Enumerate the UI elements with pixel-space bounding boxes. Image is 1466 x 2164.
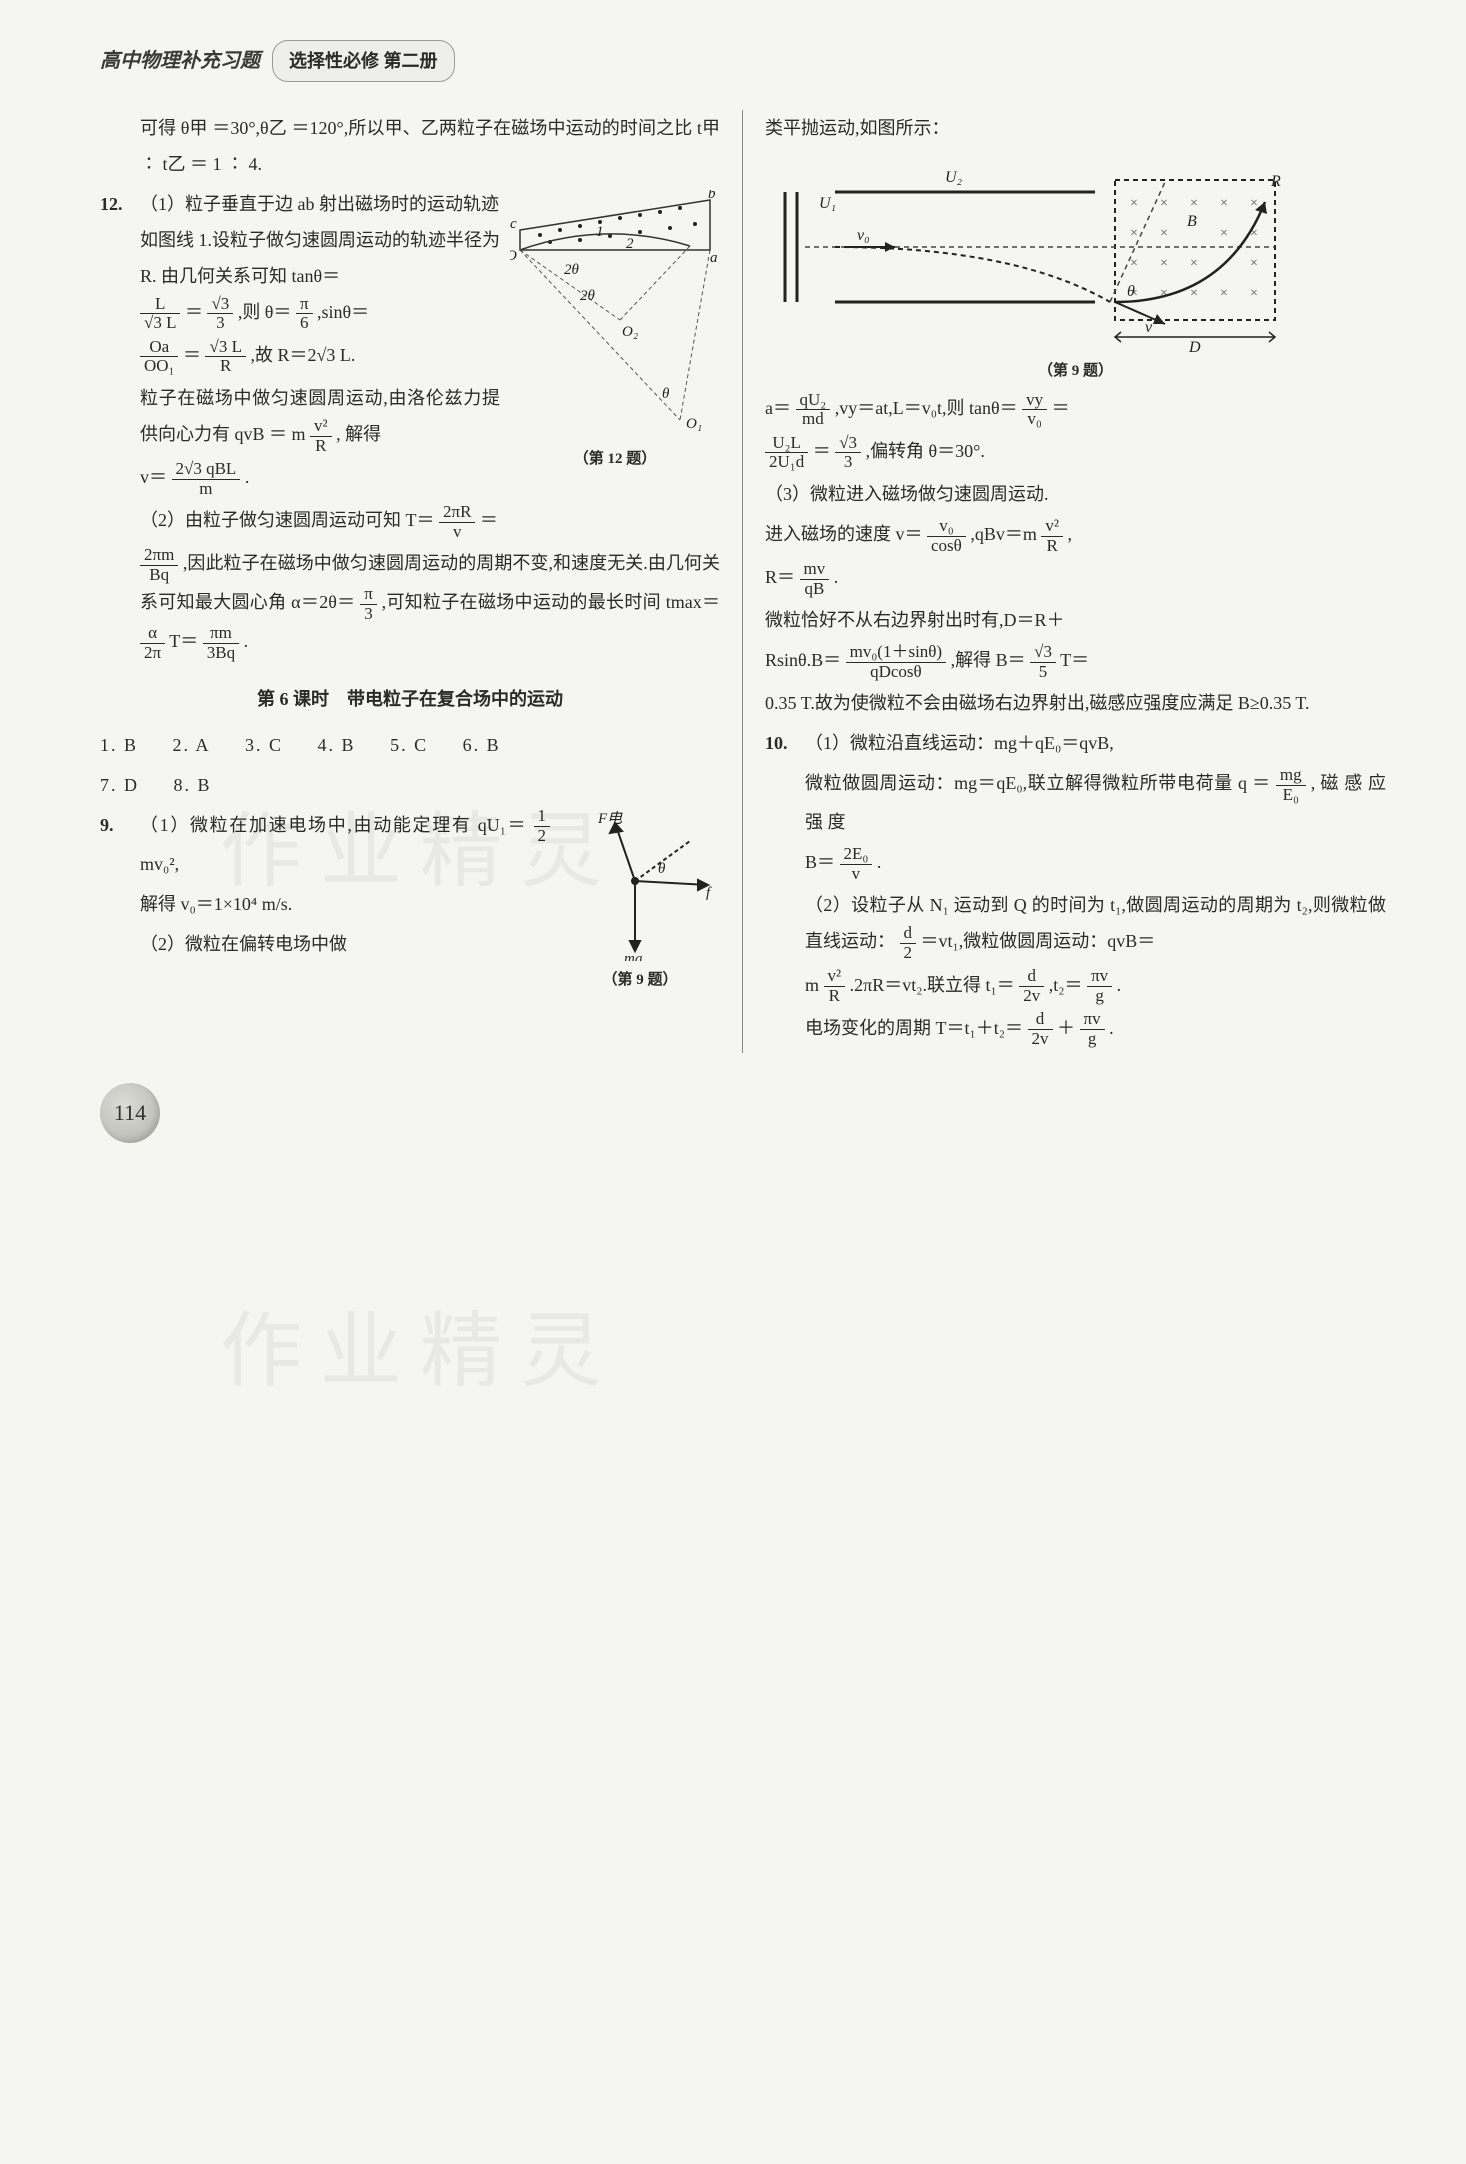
- r-p7: Rsinθ.B＝ mv₀(1＋sinθ)qDcosθ ,解得 B＝ √35 T＝: [765, 642, 1386, 681]
- figure-9a: F电 f mg θ （第 9 题）: [560, 811, 720, 995]
- page-header: 高中物理补充习题 选择性必修 第二册: [100, 40, 1386, 82]
- fig12-label-O: O: [510, 248, 517, 264]
- question-body: F电 f mg θ （第 9 题） （1）微粒在加速电场中,由动能定理有 qU₁…: [140, 807, 720, 1001]
- q12-text-c: （2）由粒子做匀速圆周运动可知 T＝ 2πRv ＝: [140, 502, 720, 541]
- question-number: 9.: [100, 807, 140, 843]
- fig9b-B: B: [1187, 213, 1197, 230]
- question-number: 12.: [100, 186, 140, 222]
- svg-text:×: ×: [1220, 226, 1228, 241]
- choice-6: 6. B: [463, 727, 501, 763]
- q12-text-a: （1）粒子垂直于边 ab 射出磁场时的运动轨迹如图线 1.设粒子做匀速圆周运动的…: [140, 194, 500, 286]
- q10-f: 电场变化的周期 T＝t₁＋t₂＝ d2v ＋ πvg .: [805, 1010, 1386, 1049]
- fig9a-theta: θ: [658, 861, 666, 877]
- q12-text-c2: 2πmBq ,因此粒子在磁场中做匀速圆周运动的周期不变,和速度无关.由几何关系可…: [140, 545, 720, 662]
- figure-9a-label: （第 9 题）: [560, 965, 720, 995]
- question-10: 10. （1）微粒沿直线运动：mg＋qE₀＝qvB, 微粒做圆周运动：mg＝qE…: [765, 725, 1386, 1052]
- svg-text:×: ×: [1220, 286, 1228, 301]
- fig12-label-theta: θ: [662, 386, 670, 402]
- q10-d: （2）设粒子从 N₁ 运动到 Q 的时间为 t₁,做圆周运动的周期为 t₂,则微…: [805, 887, 1386, 962]
- fig12-label-O1: O₁: [686, 416, 702, 432]
- fig12-label-2theta-2: 2θ: [580, 288, 596, 304]
- r-p3: （3）微粒进入磁场做匀速圆周运动.: [765, 476, 1386, 512]
- left-column: 可得 θ甲 ＝30°,θ乙 ＝120°,所以甲、乙两粒子在磁场中运动的时间之比 …: [100, 110, 743, 1053]
- fig9a-f: f: [706, 885, 712, 901]
- fig9b-theta: θ: [1127, 283, 1135, 300]
- figure-9b-svg: ××××× ×××× ×××× ×××××: [765, 152, 1285, 352]
- figure-12-label: （第 12 题）: [510, 444, 720, 474]
- svg-text:×: ×: [1190, 286, 1198, 301]
- fig9b-U1: U₁: [819, 195, 836, 212]
- svg-text:×: ×: [1250, 286, 1258, 301]
- choice-4: 4. B: [318, 727, 356, 763]
- fig12-label-1: 1: [596, 224, 604, 240]
- figure-12-svg: c b O a 1 2 2θ 2θ O₂ θ O₁: [510, 190, 720, 440]
- choice-2: 2. A: [173, 727, 211, 763]
- fig12-label-c: c: [510, 216, 517, 232]
- svg-text:×: ×: [1190, 196, 1198, 211]
- svg-text:×: ×: [1130, 226, 1138, 241]
- fig9b-v0: v₀: [857, 227, 870, 244]
- header-subtitle-pill: 选择性必修 第二册: [272, 40, 455, 82]
- svg-text:×: ×: [1160, 226, 1168, 241]
- choice-1: 1. B: [100, 727, 138, 763]
- svg-text:×: ×: [1250, 256, 1258, 271]
- header-title: 高中物理补充习题: [100, 41, 260, 81]
- r-p8: 0.35 T.故为使微粒不会由磁场右边界射出,磁感应强度应满足 B≥0.35 T…: [765, 685, 1386, 721]
- two-column-layout: 作业精灵 作业精灵 可得 θ甲 ＝30°,θ乙 ＝120°,所以甲、乙两粒子在磁…: [100, 110, 1386, 1053]
- figure-9a-svg: F电 f mg θ: [560, 811, 720, 961]
- q10-b: 微粒做圆周运动：mg＝qE₀,联立解得微粒所带电荷量 q ＝ mgE₀ , 磁 …: [805, 765, 1386, 840]
- right-column: 类平抛运动,如图所示： ××××× ×××× ×××× ×××××: [743, 110, 1386, 1053]
- fig12-label-b: b: [708, 190, 716, 202]
- figure-9b-label: （第 9 题）: [765, 356, 1386, 386]
- r-p4: 进入磁场的速度 v＝ v₀cosθ ,qBv＝m v²R ,: [765, 516, 1386, 555]
- r-eq1b: U₂L2U₁d ＝ √33 ,偏转角 θ＝30°.: [765, 433, 1386, 472]
- svg-text:×: ×: [1160, 286, 1168, 301]
- q10-c: B＝ 2E₀v .: [805, 844, 1386, 883]
- fig12-label-2theta-1: 2θ: [564, 262, 580, 278]
- r-eq1: a＝ qU₂md ,vy＝at,L＝v₀t,则 tanθ＝ vyv₀ ＝: [765, 390, 1386, 429]
- choices-row-1: 1. B 2. A 3. C 4. B 5. C 6. B: [100, 727, 720, 763]
- choice-5: 5. C: [390, 727, 428, 763]
- fig9b-R: R: [1270, 173, 1281, 190]
- q10-a: （1）微粒沿直线运动：mg＋qE₀＝qvB,: [805, 725, 1386, 761]
- figure-9b: ××××× ×××× ×××× ×××××: [765, 152, 1386, 386]
- question-body: c b O a 1 2 2θ 2θ O₂ θ O₁: [140, 186, 720, 667]
- prev-answer-tail: 可得 θ甲 ＝30°,θ乙 ＝120°,所以甲、乙两粒子在磁场中运动的时间之比 …: [100, 110, 720, 182]
- watermark-2: 作业精灵: [220, 1270, 620, 1434]
- svg-text:×: ×: [1130, 256, 1138, 271]
- question-body: （1）微粒沿直线运动：mg＋qE₀＝qvB, 微粒做圆周运动：mg＝qE₀,联立…: [805, 725, 1386, 1052]
- question-12: 12.: [100, 186, 720, 667]
- svg-text:×: ×: [1220, 196, 1228, 211]
- fig9b-U2: U₂: [945, 169, 963, 186]
- fig9a-mg: mg: [624, 951, 643, 961]
- fig9b-D: D: [1188, 339, 1201, 352]
- figure-12: c b O a 1 2 2θ 2θ O₂ θ O₁: [510, 190, 720, 474]
- choice-7: 7. D: [100, 767, 139, 803]
- choices-row-2: 7. D 8. B: [100, 767, 720, 803]
- question-number: 10.: [765, 725, 805, 761]
- svg-text:×: ×: [1190, 256, 1198, 271]
- q10-e: m v²R .2πR＝vt₂.联立得 t₁＝ d2v ,t₂＝ πvg .: [805, 967, 1386, 1006]
- fig9a-Fe: F电: [597, 811, 623, 827]
- svg-text:×: ×: [1160, 256, 1168, 271]
- r-p5: R＝ mvqB .: [765, 559, 1386, 598]
- r-p6: 微粒恰好不从右边界射出时有,D＝R＋: [765, 602, 1386, 638]
- fig12-label-a: a: [710, 250, 718, 266]
- fig12-label-O2: O₂: [622, 324, 638, 340]
- r-p1: 类平抛运动,如图所示：: [765, 110, 1386, 146]
- section-6-title: 第 6 课时 带电粒子在复合场中的运动: [100, 681, 720, 717]
- page-number: 114: [100, 1083, 160, 1143]
- choice-8: 8. B: [174, 767, 212, 803]
- svg-text:×: ×: [1160, 196, 1168, 211]
- fig9b-v: v: [1145, 319, 1153, 336]
- fig12-label-2: 2: [626, 236, 634, 252]
- choice-3: 3. C: [245, 727, 283, 763]
- question-9: 9. F电 f mg: [100, 807, 720, 1001]
- svg-text:×: ×: [1130, 196, 1138, 211]
